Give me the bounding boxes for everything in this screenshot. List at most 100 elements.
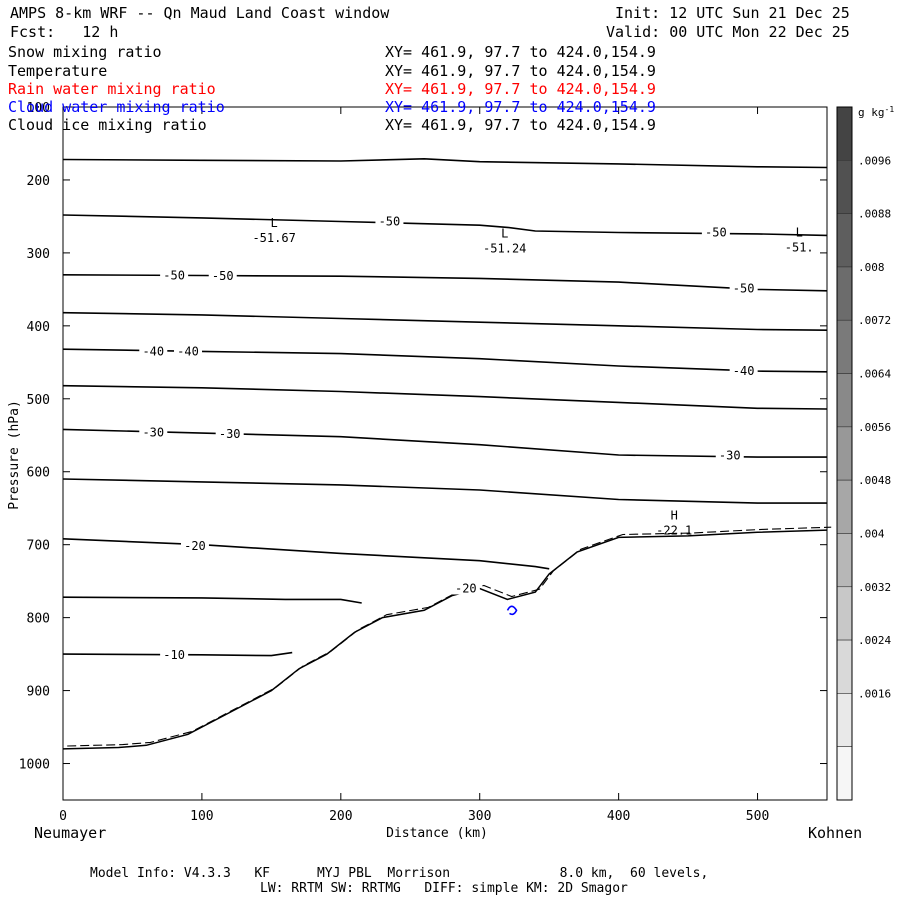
contour-label-bg bbox=[701, 224, 730, 239]
contour-label: -50 bbox=[212, 269, 234, 283]
colorbar-swatch bbox=[836, 693, 853, 747]
contour-label-bg bbox=[208, 268, 237, 283]
colorbar-label: .0064 bbox=[858, 368, 891, 381]
contour-label: -50 bbox=[379, 215, 401, 229]
map-title: AMPS 8-km WRF -- Qn Maud Land Coast wind… bbox=[10, 4, 390, 22]
colorbar-label: .0016 bbox=[858, 687, 891, 700]
extremum-mark: L bbox=[271, 216, 278, 230]
contour-label-bg bbox=[715, 447, 744, 462]
colorbar-label: .0048 bbox=[858, 474, 891, 487]
contour-label-bg bbox=[139, 343, 168, 358]
x-tick-label: 500 bbox=[746, 809, 769, 824]
extremum-value: -51.24 bbox=[483, 241, 526, 255]
isotherm-line bbox=[62, 428, 827, 458]
isotherm-line bbox=[62, 311, 828, 331]
contour-label-bg bbox=[375, 213, 404, 228]
extremum-mark: H bbox=[671, 509, 678, 523]
colorbar: .0096 .0088 .008 .0072 .0064 .0056 .0048 .004 .0… bbox=[836, 105, 894, 801]
terrain-profile-dashed bbox=[67, 526, 832, 747]
extremum-value: -51.67 bbox=[252, 231, 295, 245]
colorbar-swatch bbox=[836, 213, 853, 268]
colorbar-unit: g kg-1 bbox=[858, 105, 894, 119]
colorbar-label: .0056 bbox=[858, 421, 891, 434]
y-tick-label: 200 bbox=[27, 174, 50, 189]
extremum-value: -51. bbox=[785, 241, 814, 255]
isotherm-line bbox=[62, 651, 293, 657]
contour-label-bg bbox=[729, 363, 758, 378]
contour-label: -50 bbox=[163, 269, 185, 283]
contour-label: -50 bbox=[733, 282, 755, 296]
colorbar-swatch bbox=[836, 639, 853, 694]
field-xy-cloud-ice: XY= 461.9, 97.7 to 424.0,154.9 bbox=[385, 116, 656, 134]
x-tick-label: 300 bbox=[468, 809, 491, 824]
contour-label: -30 bbox=[719, 449, 741, 463]
contour-label-bg bbox=[174, 343, 203, 358]
colorbar-swatch bbox=[836, 373, 853, 428]
model-info-line: Model Info: V4.3.3 KF MYJ PBL Morrison 8… bbox=[90, 866, 709, 881]
y-tick-label: 900 bbox=[27, 685, 50, 700]
contour-label-bg bbox=[215, 425, 244, 440]
isotherm-line bbox=[62, 478, 827, 504]
isotherm-line bbox=[62, 596, 362, 604]
x-tick-label: 100 bbox=[190, 809, 213, 824]
colorbar-swatch bbox=[836, 160, 853, 214]
contour-label-bg bbox=[160, 646, 189, 661]
x-tick-label: 200 bbox=[329, 809, 352, 824]
contour-label: -20 bbox=[184, 539, 206, 553]
colorbar-label: .0088 bbox=[858, 208, 891, 221]
plot-area: 100 200 300 400 500 600 700 800 900 1000 0 100 200 30… bbox=[19, 101, 832, 824]
field-name-temperature: Temperature bbox=[8, 62, 108, 80]
y-tick-label: 600 bbox=[27, 466, 50, 481]
contour-label-bg bbox=[180, 538, 209, 553]
y-tick-label: 300 bbox=[27, 247, 50, 262]
x-axis-label: Distance (km) bbox=[386, 826, 488, 841]
field-xy-snow: XY= 461.9, 97.7 to 424.0,154.9 bbox=[385, 43, 656, 61]
y-tick-label: 500 bbox=[27, 393, 50, 408]
y-tick-label: 100 bbox=[27, 101, 50, 116]
contour-label: -40 bbox=[177, 344, 199, 358]
contour-label: -30 bbox=[219, 427, 241, 441]
isotherm-line bbox=[62, 538, 550, 570]
forecast-hour: Fcst: 12 h bbox=[10, 23, 119, 41]
field-name-cloud-water: Cloud water mixing ratio bbox=[8, 98, 225, 116]
colorbar-swatch bbox=[836, 586, 853, 641]
left-endpoint-label: Neumayer bbox=[34, 824, 107, 842]
y-tick-label: 700 bbox=[27, 539, 50, 554]
contour-label: -40 bbox=[733, 364, 755, 378]
colorbar-label: .004 bbox=[858, 527, 885, 540]
colorbar-swatch bbox=[836, 106, 853, 161]
cloud-water-contour bbox=[506, 605, 518, 616]
x-tick-label: 400 bbox=[607, 809, 630, 824]
y-tick-label: 400 bbox=[27, 320, 50, 335]
colorbar-label: .0032 bbox=[858, 581, 891, 594]
contour-label: -10 bbox=[163, 648, 185, 662]
colorbar-frame bbox=[836, 106, 853, 801]
physics-info-line: LW: RRTM SW: RRTMG DIFF: simple KM: 2D S… bbox=[260, 881, 628, 896]
colorbar-label: .0096 bbox=[858, 154, 891, 167]
colorbar-swatch bbox=[836, 746, 853, 801]
right-endpoint-label: Kohnen bbox=[808, 824, 863, 842]
isotherm-line bbox=[62, 157, 828, 169]
colorbar-swatch bbox=[836, 479, 853, 534]
field-name-snow: Snow mixing ratio bbox=[8, 43, 162, 61]
colorbar-swatch bbox=[836, 533, 853, 588]
plot-frame bbox=[62, 106, 828, 801]
field-xy-temperature: XY= 461.9, 97.7 to 424.0,154.9 bbox=[385, 62, 656, 80]
colorbar-swatch bbox=[836, 319, 853, 374]
valid-time: Valid: 00 UTC Mon 22 Dec 25 bbox=[606, 23, 850, 41]
field-xy-rain: XY= 461.9, 97.7 to 424.0,154.9 bbox=[385, 80, 656, 98]
contour-label: -40 bbox=[142, 344, 164, 358]
field-name-rain: Rain water mixing ratio bbox=[8, 80, 216, 98]
field-name-cloud-ice: Cloud ice mixing ratio bbox=[8, 116, 207, 134]
y-tick-label: 800 bbox=[27, 612, 50, 627]
colorbar-label: .008 bbox=[858, 261, 885, 274]
y-axis-label: Pressure (hPa) bbox=[7, 400, 22, 510]
colorbar-swatch bbox=[836, 266, 853, 321]
init-time: Init: 12 UTC Sun 21 Dec 25 bbox=[615, 4, 850, 22]
extremum-mark: L bbox=[796, 226, 803, 240]
contour-label: -20 bbox=[455, 581, 477, 595]
contour-label: -30 bbox=[142, 425, 164, 439]
terrain-profile bbox=[62, 529, 828, 750]
isotherm-line bbox=[62, 384, 828, 410]
